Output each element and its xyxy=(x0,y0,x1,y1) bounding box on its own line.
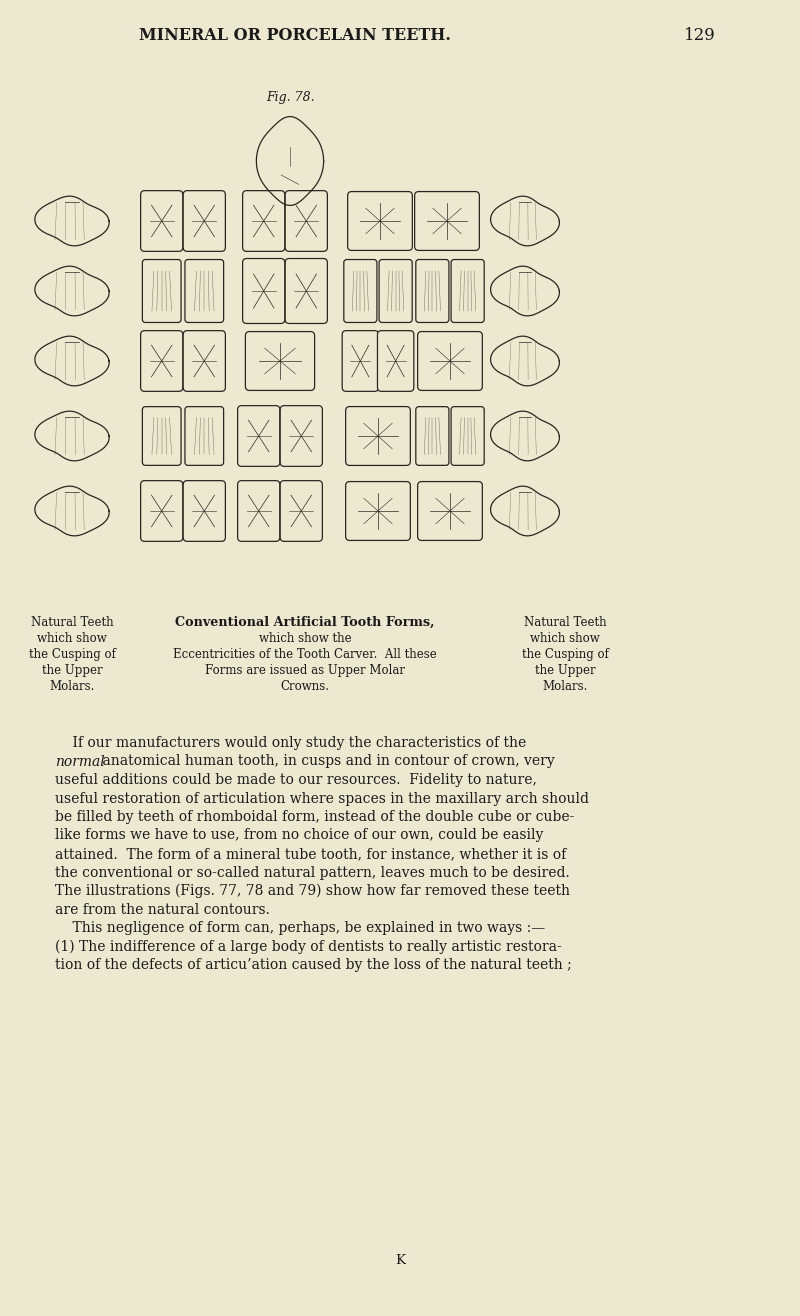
Text: K: K xyxy=(395,1254,405,1267)
Polygon shape xyxy=(35,486,109,536)
Text: Molars.: Molars. xyxy=(542,680,588,694)
FancyBboxPatch shape xyxy=(141,480,183,541)
Text: tion of the defects of articu’ation caused by the loss of the natural teeth ;: tion of the defects of articu’ation caus… xyxy=(55,958,572,973)
Text: which show: which show xyxy=(37,632,107,645)
Text: Fig. 78.: Fig. 78. xyxy=(266,92,314,104)
FancyBboxPatch shape xyxy=(285,191,327,251)
Text: Natural Teeth: Natural Teeth xyxy=(30,616,114,629)
Text: useful additions could be made to our resources.  Fidelity to nature,: useful additions could be made to our re… xyxy=(55,772,537,787)
Text: Molars.: Molars. xyxy=(50,680,94,694)
Polygon shape xyxy=(35,336,109,386)
Text: Crowns.: Crowns. xyxy=(281,680,330,694)
Text: MINERAL OR PORCELAIN TEETH.: MINERAL OR PORCELAIN TEETH. xyxy=(139,26,451,43)
Text: The illustrations (Figs. 77, 78 and 79) show how far removed these teeth: The illustrations (Figs. 77, 78 and 79) … xyxy=(55,884,570,899)
Text: (1) The indifference of a large body of dentists to really artistic restora-: (1) The indifference of a large body of … xyxy=(55,940,562,954)
FancyBboxPatch shape xyxy=(416,407,449,466)
FancyBboxPatch shape xyxy=(344,259,377,322)
FancyBboxPatch shape xyxy=(418,482,482,541)
Polygon shape xyxy=(490,196,559,246)
Text: Eccentricities of the Tooth Carver.  All these: Eccentricities of the Tooth Carver. All … xyxy=(173,647,437,661)
Polygon shape xyxy=(256,117,324,205)
Polygon shape xyxy=(35,411,109,461)
Polygon shape xyxy=(490,486,559,536)
FancyBboxPatch shape xyxy=(285,258,327,324)
Text: the Cusping of: the Cusping of xyxy=(522,647,609,661)
FancyBboxPatch shape xyxy=(416,259,449,322)
FancyBboxPatch shape xyxy=(185,407,224,466)
FancyBboxPatch shape xyxy=(141,330,183,391)
FancyBboxPatch shape xyxy=(141,191,183,251)
FancyBboxPatch shape xyxy=(185,259,224,322)
Polygon shape xyxy=(35,266,109,316)
Text: If our manufacturers would only study the characteristics of the: If our manufacturers would only study th… xyxy=(55,736,526,750)
Polygon shape xyxy=(490,336,559,386)
Text: attained.  The form of a mineral tube tooth, for instance, whether it is of: attained. The form of a mineral tube too… xyxy=(55,848,566,861)
FancyBboxPatch shape xyxy=(242,191,285,251)
Text: 129: 129 xyxy=(684,26,716,43)
FancyBboxPatch shape xyxy=(242,258,285,324)
Text: like forms we have to use, from no choice of our own, could be easily: like forms we have to use, from no choic… xyxy=(55,829,543,842)
Polygon shape xyxy=(35,196,109,246)
FancyBboxPatch shape xyxy=(183,480,226,541)
Text: Forms are issued as Upper Molar: Forms are issued as Upper Molar xyxy=(205,665,405,676)
Text: anatomical human tooth, in cusps and in contour of crown, very: anatomical human tooth, in cusps and in … xyxy=(98,754,554,769)
Text: Natural Teeth: Natural Teeth xyxy=(524,616,606,629)
Text: This negligence of form can, perhaps, be explained in two ways :—: This negligence of form can, perhaps, be… xyxy=(55,921,545,934)
FancyBboxPatch shape xyxy=(348,192,412,250)
FancyBboxPatch shape xyxy=(142,407,181,466)
Text: Conventional Artificial Tooth Forms,: Conventional Artificial Tooth Forms, xyxy=(175,616,434,629)
FancyBboxPatch shape xyxy=(342,330,378,391)
FancyBboxPatch shape xyxy=(280,480,322,541)
FancyBboxPatch shape xyxy=(183,191,226,251)
FancyBboxPatch shape xyxy=(414,192,479,250)
Text: are from the natural contours.: are from the natural contours. xyxy=(55,903,270,916)
FancyBboxPatch shape xyxy=(451,407,484,466)
Polygon shape xyxy=(490,411,559,461)
FancyBboxPatch shape xyxy=(238,405,280,466)
FancyBboxPatch shape xyxy=(183,330,226,391)
Text: the conventional or so-called natural pattern, leaves much to be desired.: the conventional or so-called natural pa… xyxy=(55,866,570,879)
Text: which show: which show xyxy=(530,632,600,645)
Text: be filled by teeth of rhomboidal form, instead of the double cube or cube-: be filled by teeth of rhomboidal form, i… xyxy=(55,811,574,824)
FancyBboxPatch shape xyxy=(346,482,410,541)
Text: normal: normal xyxy=(55,754,105,769)
Polygon shape xyxy=(490,266,559,316)
FancyBboxPatch shape xyxy=(280,405,322,466)
Text: which show the: which show the xyxy=(258,632,351,645)
FancyBboxPatch shape xyxy=(451,259,484,322)
FancyBboxPatch shape xyxy=(378,330,414,391)
FancyBboxPatch shape xyxy=(246,332,314,391)
Text: the Cusping of: the Cusping of xyxy=(29,647,115,661)
FancyBboxPatch shape xyxy=(238,480,280,541)
Text: useful restoration of articulation where spaces in the maxillary arch should: useful restoration of articulation where… xyxy=(55,791,589,805)
FancyBboxPatch shape xyxy=(379,259,412,322)
Text: the Upper: the Upper xyxy=(42,665,102,676)
FancyBboxPatch shape xyxy=(142,259,181,322)
Text: the Upper: the Upper xyxy=(534,665,595,676)
FancyBboxPatch shape xyxy=(418,332,482,391)
FancyBboxPatch shape xyxy=(346,407,410,466)
